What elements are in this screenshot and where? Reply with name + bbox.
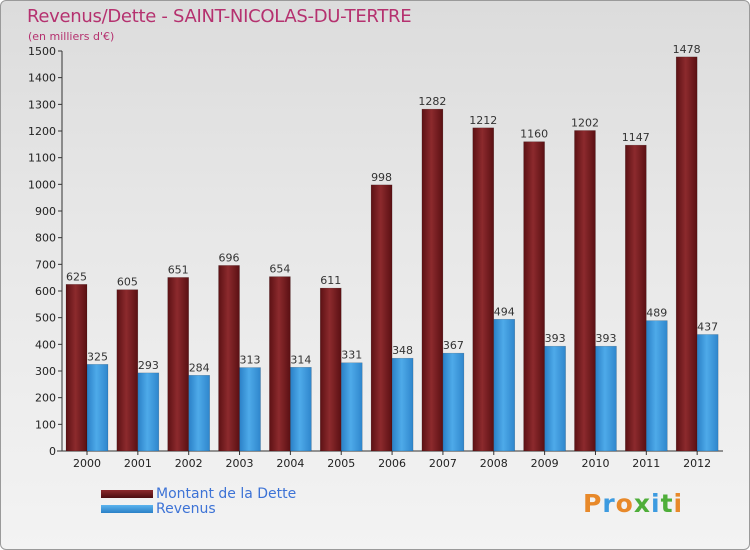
bar-revenus [188,375,210,452]
x-tick-label: 2006 [378,457,406,470]
bar-revenus [86,364,109,452]
data-label-revenus: 348 [392,344,413,357]
logo-letter: i [673,489,684,518]
data-label-revenus: 313 [240,354,261,367]
x-tick-label: 2001 [124,457,152,470]
data-label-revenus: 393 [545,332,566,345]
bar-revenus [391,357,414,452]
bars [65,56,719,452]
logo-letter: P [583,489,603,518]
y-tick-label: 900 [35,205,56,218]
logo-letter: t [660,489,674,518]
data-label-revenus: 325 [87,350,108,363]
y-tick-label: 1400 [28,72,56,85]
chart-title: Revenus/Dette - SAINT-NICOLAS-DU-TERTRE [27,6,412,27]
data-label-dette: 1160 [520,128,548,141]
x-tick-label: 2011 [632,457,660,470]
bar-revenus [696,334,719,452]
bar-revenus [340,362,363,452]
bar-dette [116,289,139,452]
data-label-dette: 654 [269,263,290,276]
y-tick-label: 500 [35,312,56,325]
bar-revenus [442,352,465,452]
y-tick-label: 1100 [28,152,56,165]
y-tick-label: 1500 [28,45,56,58]
data-label-dette: 1478 [673,43,701,56]
logo-letter: x [633,489,651,518]
x-tick-label: 2002 [175,457,203,470]
data-label-dette: 1212 [469,114,497,127]
chart-subtitle: (en milliers d'€) [28,30,115,43]
data-label-dette: 998 [371,171,392,184]
bar-dette [523,141,545,452]
x-tick-label: 2003 [226,457,254,470]
data-label-revenus: 437 [697,320,718,333]
bar-revenus [137,372,160,452]
bar-revenus [493,319,516,452]
bar-revenus [646,320,668,452]
x-tick-label: 2009 [531,457,559,470]
bar-dette [370,184,393,452]
x-tick-label: 2004 [276,457,304,470]
x-tick-label: 2000 [73,457,101,470]
data-label-dette: 1147 [622,131,650,144]
data-label-revenus: 494 [494,305,515,318]
y-tick-label: 300 [35,365,56,378]
data-label-dette: 625 [66,270,87,283]
logo-letter: i [651,489,661,518]
bar-dette [167,277,189,452]
legend-label-debt: Montant de la Dette [156,486,297,502]
bar-dette [65,284,88,452]
bar-revenus [239,367,261,452]
bar-revenus [544,345,566,452]
y-tick-label: 1200 [28,125,56,138]
y-tick-label: 700 [35,258,56,271]
x-tick-label: 2005 [327,457,355,470]
data-label-dette: 696 [219,251,240,264]
data-label-revenus: 489 [646,307,667,320]
bar-dette [472,127,495,452]
y-tick-label: 400 [35,338,56,351]
legend-label-revenus: Revenus [156,501,216,517]
x-tick-label: 2010 [581,457,609,470]
bar-dette [269,276,291,452]
y-tick-label: 1300 [28,98,56,111]
y-tick-label: 1000 [28,178,56,191]
bar-dette [218,265,240,452]
y-tick-label: 0 [49,445,56,458]
logo-letter: o [615,489,634,518]
data-label-dette: 611 [320,274,341,287]
y-tick-label: 800 [35,232,56,245]
data-label-dette: 1282 [418,95,446,108]
y-tick-label: 200 [35,392,56,405]
bar-dette [625,144,647,452]
bar-revenus [290,367,312,452]
data-label-dette: 605 [117,276,138,289]
data-label-revenus: 367 [443,339,464,352]
data-label-dette: 651 [168,263,189,276]
logo-letter: r [602,489,616,518]
x-tick-label: 2007 [429,457,457,470]
bar-dette [574,130,596,452]
data-label-revenus: 331 [341,349,362,362]
bar-dette [319,287,342,452]
bar-dette [421,108,444,452]
bar-dette [675,56,698,452]
y-tick-label: 100 [35,418,56,431]
proxiti-logo: Proxiti [583,489,683,518]
data-label-revenus: 314 [290,353,311,366]
data-label-revenus: 284 [189,361,210,374]
bar-revenus [595,345,617,452]
legend-swatch-debt [101,490,153,498]
y-tick-label: 600 [35,285,56,298]
data-label-revenus: 393 [595,332,616,345]
data-label-revenus: 293 [138,359,159,372]
data-labels: 625 325 605 293 651 284 696 313 654 314 611 331 998 3… [66,43,718,374]
x-tick-label: 2012 [683,457,711,470]
data-label-dette: 1202 [571,116,599,129]
legend-swatch-revenus [101,505,153,513]
x-tick-label: 2008 [480,457,508,470]
